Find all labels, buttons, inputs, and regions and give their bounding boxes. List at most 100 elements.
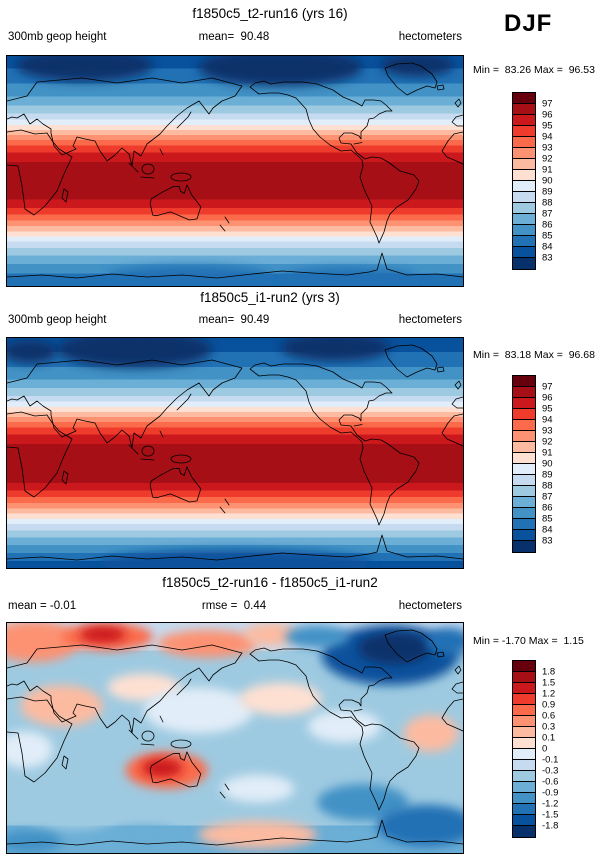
panel1-variable-label: 300mb geop height <box>8 31 107 43</box>
anomaly-blob <box>198 56 363 86</box>
anomaly-blob <box>376 804 463 847</box>
panel3-colorbar-labels: 1.8 1.5 1.2 0.9 0.6 0.3 0.1 0 -0.1 -0.3 -0.6 -0.9 -1… <box>512 661 582 837</box>
colorbar-tick-label: 83 <box>542 252 553 264</box>
colorbar-cell <box>513 137 535 148</box>
colorbar-cell <box>513 126 535 137</box>
colorbar-cell <box>513 214 535 225</box>
colorbar-cell <box>513 738 535 749</box>
map-case2 <box>7 338 463 568</box>
field-fill <box>7 56 463 286</box>
anomaly-blob <box>307 710 381 743</box>
colorbar-tick-label: 95 <box>542 120 553 132</box>
colorbar-cell <box>513 782 535 793</box>
colorbar-tick-label: -1.5 <box>542 809 559 821</box>
colorbar-cell <box>513 815 535 826</box>
colorbar-tick-label: 91 <box>542 164 553 176</box>
colorbar-cell <box>513 771 535 782</box>
colorbar-cell <box>513 376 535 387</box>
colorbar-cell <box>513 442 535 453</box>
colorbar-cell <box>513 409 535 420</box>
colorbar-cell <box>513 826 535 837</box>
colorbar-tick-label: -0.3 <box>542 765 559 777</box>
anomaly-blob <box>380 56 454 77</box>
colorbar-tick-label: 92 <box>542 436 553 448</box>
colorbar-tick-label: 84 <box>542 524 553 536</box>
colorbar-tick-label: 88 <box>542 480 553 492</box>
colorbar-cell <box>513 705 535 716</box>
panel2-header-row: 300mb geop height mean= 90.49 hectometer… <box>6 314 462 328</box>
anomaly-blob <box>157 629 258 658</box>
panel1-units-label: hectometers <box>398 31 462 43</box>
colorbar-cell <box>513 519 535 530</box>
panel1-map-frame <box>6 55 464 287</box>
panel2-units-label: hectometers <box>398 314 462 326</box>
colorbar-cell <box>513 431 535 442</box>
colorbar-cell <box>513 420 535 431</box>
colorbar-cell <box>513 683 535 694</box>
colorbar-cell <box>513 203 535 214</box>
colorbar-tick-label: 86 <box>542 219 553 231</box>
anomaly-blob <box>20 685 103 727</box>
anomaly-blob <box>16 56 153 82</box>
panel3-units-label: hectometers <box>398 600 462 612</box>
anomaly-blob <box>7 623 80 663</box>
colorbar-cell <box>513 760 535 771</box>
anomaly-blob <box>7 830 62 853</box>
colorbar-tick-label: 89 <box>542 186 553 198</box>
colorbar-tick-label: -0.9 <box>542 787 559 799</box>
colorbar-tick-label: 87 <box>542 491 553 503</box>
colorbar-tick-label: 95 <box>542 403 553 415</box>
colorbar-tick-label: -1.8 <box>542 820 559 832</box>
colorbar-cell <box>513 530 535 541</box>
colorbar-cell <box>513 236 535 247</box>
panel1-colorbar-cells <box>512 92 536 270</box>
field-fill <box>7 338 463 568</box>
anomaly-blob <box>57 338 213 368</box>
panel2-title: f1850c5_i1-run2 (yrs 3) <box>200 290 340 305</box>
colorbar-tick-label: -1.2 <box>542 798 559 810</box>
anomaly-blob <box>239 682 322 715</box>
panel2-colorbar: 97 96 95 94 93 92 91 90 89 88 87 86 85 84 83 <box>512 375 582 553</box>
colorbar-cell <box>513 181 535 192</box>
colorbar-tick-label: 85 <box>542 513 553 525</box>
anomaly-blob <box>280 267 418 286</box>
panel1-header-row: 300mb geop height mean= 90.48 hectometer… <box>6 31 462 45</box>
colorbar-cell <box>513 672 535 683</box>
colorbar-cell <box>513 225 535 236</box>
colorbar-cell <box>513 497 535 508</box>
colorbar-tick-label: 93 <box>542 425 553 437</box>
panel2-minmax-label: Min = 83.18 Max = 96.68 <box>473 349 595 361</box>
colorbar-cell <box>513 716 535 727</box>
panel1-colorbar-labels: 97 96 95 94 93 92 91 90 89 88 87 86 85 84 83 <box>512 93 582 269</box>
anomaly-blob <box>141 758 183 778</box>
map-difference <box>7 623 463 853</box>
colorbar-tick-label: 83 <box>542 535 553 547</box>
panel3-map-frame <box>6 622 464 854</box>
anomaly-blob <box>7 340 58 364</box>
colorbar-tick-label: 89 <box>542 469 553 481</box>
panel2-colorbar-cells <box>512 375 536 553</box>
colorbar-tick-label: 1.2 <box>542 688 556 700</box>
colorbar-cell <box>513 115 535 126</box>
colorbar-tick-label: 93 <box>542 142 553 154</box>
colorbar-cell <box>513 661 535 672</box>
panel1-minmax-label: Min = 83.26 Max = 96.53 <box>473 64 595 76</box>
colorbar-cell <box>513 508 535 519</box>
colorbar-tick-label: 0.1 <box>542 732 556 744</box>
colorbar-cell <box>513 486 535 497</box>
anomaly-blob <box>221 774 295 803</box>
anomaly-blob <box>403 715 459 752</box>
colorbar-cell <box>513 694 535 705</box>
colorbar-cell <box>513 727 535 738</box>
colorbar-tick-label: -0.6 <box>542 776 559 788</box>
panel3-minmax-label: Min = -1.70 Max = 1.15 <box>473 635 584 647</box>
colorbar-tick-label: 0.3 <box>542 721 556 733</box>
colorbar-cell <box>513 793 535 804</box>
anomaly-blob <box>107 825 181 849</box>
anomaly-blob <box>244 623 299 646</box>
anomaly-blob <box>358 632 432 665</box>
colorbar-cell <box>513 475 535 486</box>
colorbar-tick-label: 85 <box>542 230 553 242</box>
colorbar-tick-label: 86 <box>542 502 553 514</box>
